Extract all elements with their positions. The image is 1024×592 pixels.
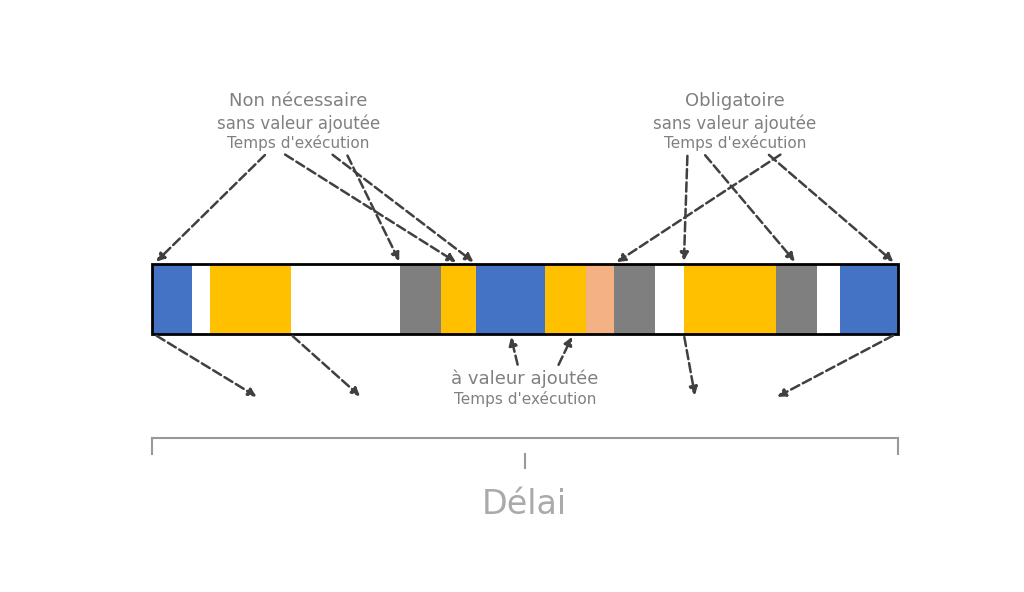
Text: à valeur ajoutée: à valeur ajoutée [452,369,598,388]
Bar [545,263,586,334]
Text: Temps d'exécution: Temps d'exécution [664,135,806,151]
Text: Temps d'exécution: Temps d'exécution [227,135,370,151]
Bar [655,263,684,334]
Bar [441,263,475,334]
Bar [210,263,291,334]
Bar [586,263,614,334]
Bar [817,263,840,334]
Bar [152,263,898,334]
Bar [684,263,776,334]
Bar [152,263,193,334]
Text: Temps d'exécution: Temps d'exécution [454,391,596,407]
Text: sans valeur ajoutée: sans valeur ajoutée [653,114,817,133]
Bar [475,263,545,334]
Text: sans valeur ajoutée: sans valeur ajoutée [217,114,380,133]
Text: Obligatoire: Obligatoire [685,92,785,110]
Bar [840,263,898,334]
Bar [291,263,400,334]
Bar [193,263,210,334]
Text: Non nécessaire: Non nécessaire [229,92,368,110]
Bar [400,263,441,334]
Bar [614,263,655,334]
Bar [776,263,817,334]
Text: Délai: Délai [482,488,567,521]
